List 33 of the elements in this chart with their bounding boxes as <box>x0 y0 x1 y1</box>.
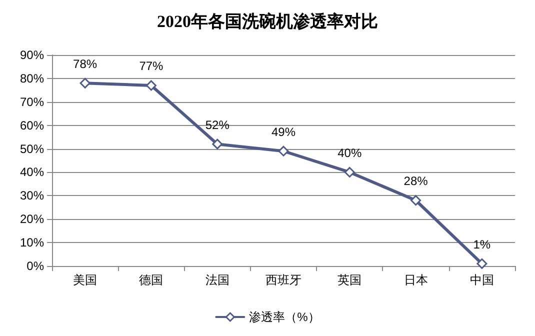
y-tick-label: 0% <box>26 259 44 273</box>
data-label: 1% <box>473 237 491 252</box>
y-tick-label: 30% <box>20 188 44 203</box>
x-tick-label: 美国 <box>73 273 98 287</box>
data-label: 78% <box>73 56 98 71</box>
data-label: 49% <box>271 124 296 139</box>
x-tick-label: 日本 <box>404 273 428 287</box>
point <box>278 146 289 156</box>
y-tick-label: 90% <box>20 48 44 62</box>
x-tick-label: 西班牙 <box>266 273 302 287</box>
y-tick-label: 70% <box>20 94 44 109</box>
point <box>146 80 156 91</box>
y-tick-label: 40% <box>20 165 44 180</box>
point <box>410 195 422 206</box>
y-tick-label: 20% <box>20 212 44 226</box>
data-label: 28% <box>404 174 428 188</box>
x-tick-label: 德国 <box>139 273 164 287</box>
y-tick-label: 50% <box>20 142 44 156</box>
point <box>80 78 90 88</box>
data-label: 52% <box>205 118 230 132</box>
y-tick-label: 60% <box>20 118 44 132</box>
data-label: 77% <box>139 59 164 74</box>
point <box>212 138 223 150</box>
x-tick-label: 法国 <box>205 273 230 287</box>
x-tick-label: 中国 <box>470 273 494 287</box>
point <box>344 166 355 178</box>
y-tick-label: 80% <box>20 71 44 86</box>
point <box>476 258 488 269</box>
y-tick-label: 10% <box>20 236 44 250</box>
legend-label: 渗透率（%） <box>249 310 320 324</box>
x-tick-label: 英国 <box>338 273 362 287</box>
chart-title: 2020年各国洗碗机渗透率对比 <box>157 12 378 31</box>
data-label: 40% <box>338 146 362 160</box>
